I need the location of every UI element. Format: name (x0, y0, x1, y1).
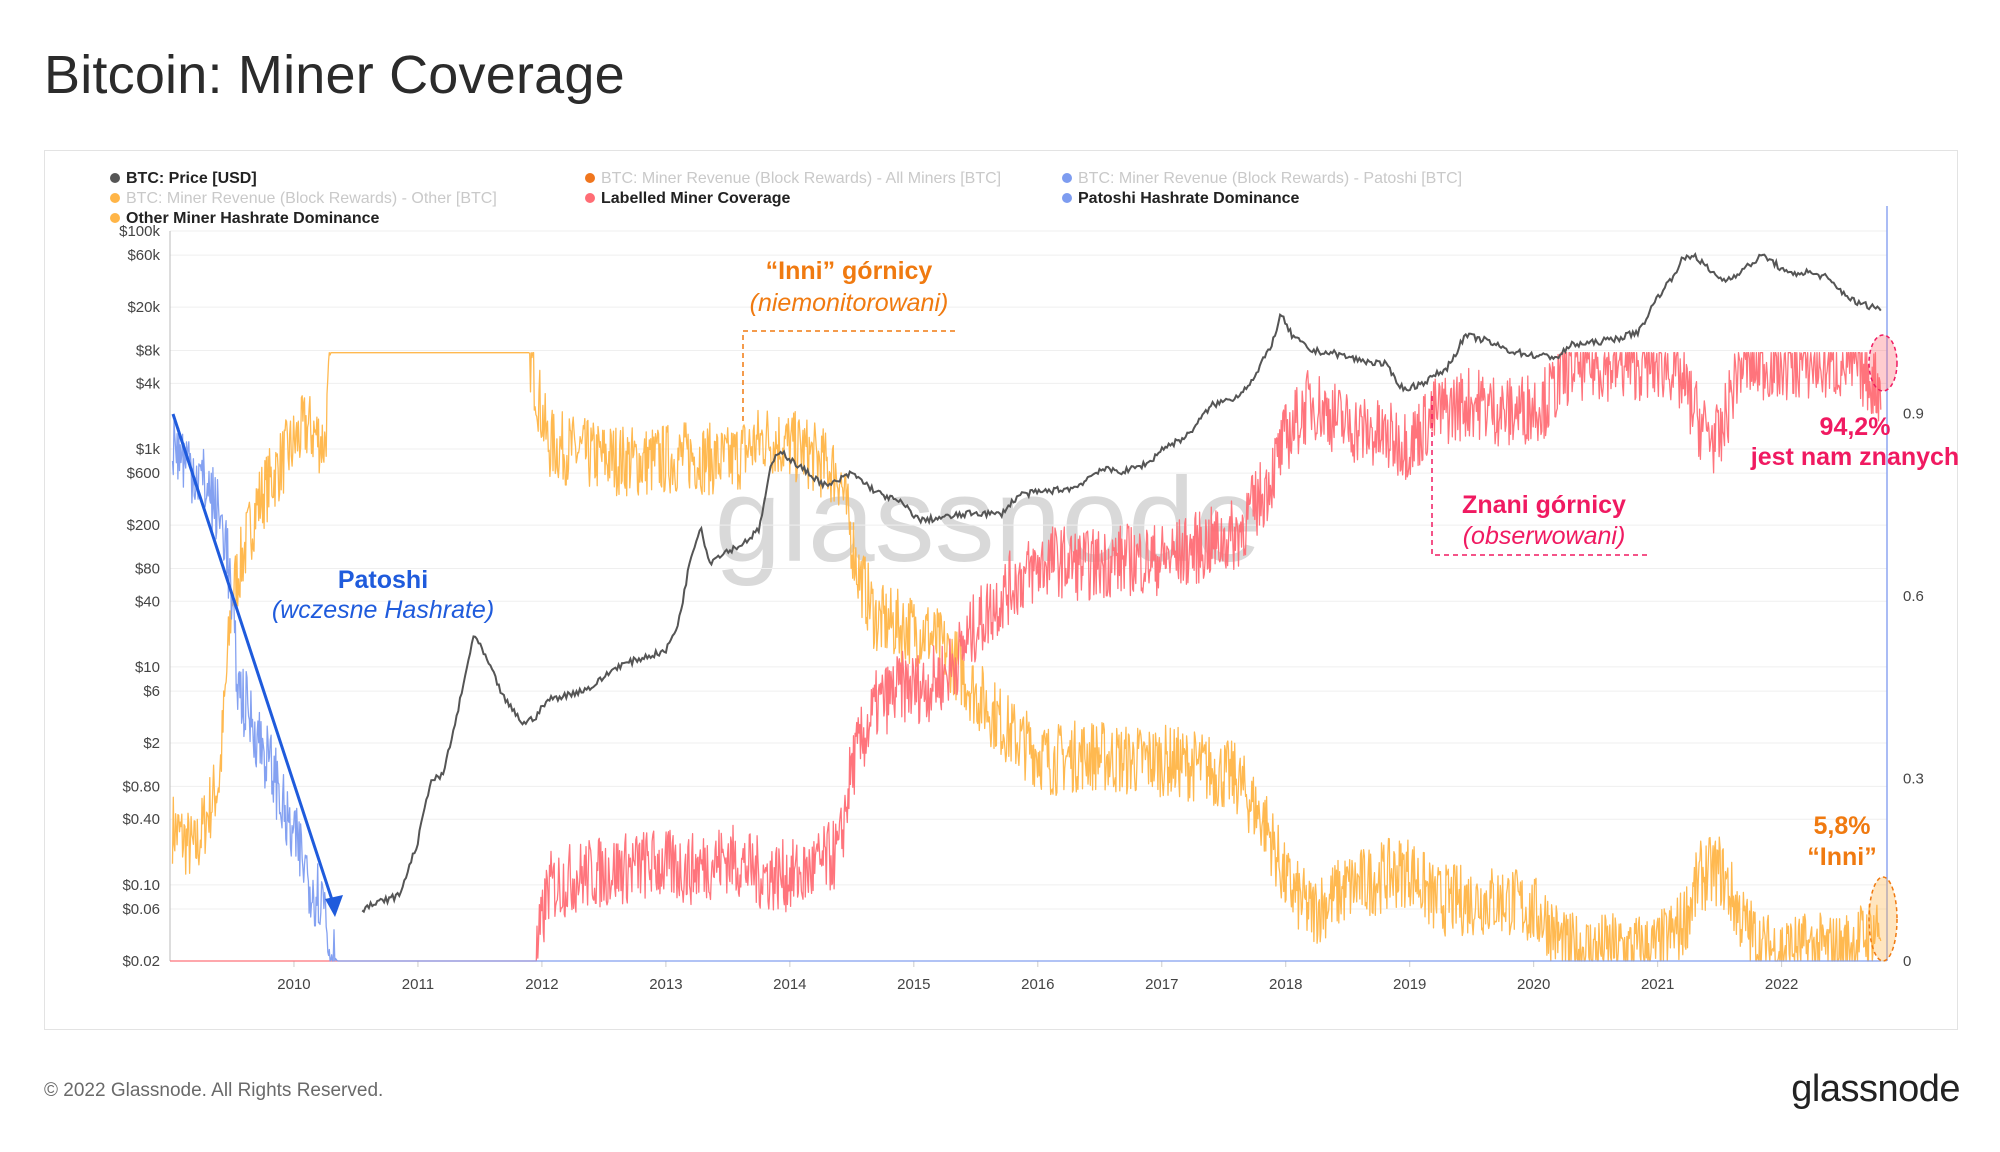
legend-label: BTC: Miner Revenue (Block Rewards) - Oth… (126, 190, 497, 207)
x-tick-label: 2016 (1021, 976, 1054, 993)
x-tick-label: 2019 (1393, 976, 1426, 993)
y-left-tick-label: $6 (143, 683, 160, 700)
y-left-tick-label: $8k (136, 343, 161, 360)
x-tick-label: 2012 (525, 976, 558, 993)
y-right-tick-label: 0.9 (1903, 406, 1924, 423)
chart-svg: glassnode 2010 2011 2012 2013 2014 2015 2016 20… (110, 170, 1959, 993)
footer-copyright: © 2022 Glassnode. All Rights Reserved. (44, 1080, 384, 1101)
x-tick-label: 2021 (1641, 976, 1674, 993)
annotations: Patoshi (wczesne Hashrate) “Inni” górnic… (171, 257, 1959, 962)
legend-swatch (585, 193, 595, 203)
legend-item-btc-miner-revenue-block-rewards-patoshi-btc[interactable]: BTC: Miner Revenue (Block Rewards) - Pat… (1062, 170, 1462, 187)
page-title: Bitcoin: Miner Coverage (44, 45, 625, 105)
legend-label: BTC: Price [USD] (126, 170, 257, 187)
legend-swatch (110, 193, 120, 203)
x-tick-label: 2011 (402, 976, 434, 993)
series-other-miner-hashrate-dominance (171, 352, 1882, 962)
y-left-tick-label: $0.80 (122, 778, 160, 795)
y-right-tick-label: 0.6 (1903, 588, 1924, 605)
x-tick-label: 2022 (1765, 976, 1798, 993)
others-percent-value: 5,8% (1814, 812, 1871, 840)
others-annotation-bracket (742, 330, 957, 421)
legend-item-btc-price-usd[interactable]: BTC: Price [USD] (110, 170, 257, 187)
legend-item-labelled-miner-coverage[interactable]: Labelled Miner Coverage (585, 190, 790, 207)
legend-item-patoshi-hashrate-dominance[interactable]: Patoshi Hashrate Dominance (1062, 190, 1300, 207)
patoshi-arrow-line (171, 413, 337, 910)
series-labelled-miner-coverage (170, 352, 1882, 962)
known-annotation-subtitle: (obserwowani) (1463, 522, 1626, 550)
y-left-tick-label: $60k (127, 247, 160, 264)
legend-label: Labelled Miner Coverage (601, 190, 790, 207)
chart-frame: glassnode 2010 2011 2012 2013 2014 2015 2016 20… (44, 150, 1959, 1030)
x-tick-label: 2010 (277, 976, 310, 993)
grid-lines (170, 230, 1887, 962)
y-left-tick-label: $40 (135, 593, 160, 610)
legend[interactable]: BTC: Price [USD] BTC: Miner Revenue (Bloc… (110, 170, 1462, 227)
y-left-tick-label: $2 (143, 735, 160, 752)
series-btc-price-usd (361, 251, 1882, 914)
legend-swatch (585, 173, 595, 183)
legend-label: Patoshi Hashrate Dominance (1078, 190, 1300, 207)
legend-label: BTC: Miner Revenue (Block Rewards) - All… (601, 170, 1001, 187)
legend-swatch (110, 173, 120, 183)
y-left-tick-label: $0.10 (122, 877, 160, 894)
y-left-tick-label: $1k (136, 441, 161, 458)
others-annotation-subtitle: (niemonitorowani) (750, 289, 949, 317)
y-left-tick-label: $0.02 (122, 953, 160, 970)
others-annotation-title: “Inni” górnicy (766, 257, 933, 285)
others-percent-label: “Inni” (1807, 843, 1876, 871)
x-tick-label: 2014 (773, 976, 806, 993)
y-left-tick-label: $0.06 (122, 901, 160, 918)
y-left-tick-label: $200 (127, 517, 160, 534)
known-highlight-ellipse (1868, 334, 1898, 392)
patoshi-annotation-subtitle: (wczesne Hashrate) (272, 596, 494, 624)
y-left-tick-label: $100k (119, 223, 160, 240)
others-highlight-ellipse (1868, 876, 1898, 962)
x-tick-label: 2015 (897, 976, 930, 993)
legend-item-other-miner-hashrate-dominance[interactable]: Other Miner Hashrate Dominance (110, 210, 380, 227)
patoshi-annotation-title: Patoshi (338, 566, 428, 594)
known-percent-value: 94,2% (1820, 413, 1891, 441)
legend-swatch (1062, 193, 1072, 203)
legend-item-btc-miner-revenue-block-rewards-all-miners-btc[interactable]: BTC: Miner Revenue (Block Rewards) - All… (585, 170, 1001, 187)
series-patoshi-hashrate-dominance (171, 419, 1881, 962)
x-tick-label: 2013 (649, 976, 682, 993)
x-tick-label: 2020 (1517, 976, 1550, 993)
x-tick-label: 2018 (1269, 976, 1302, 993)
footer-logo: glassnode (1791, 1068, 1960, 1110)
y-left-tick-label: $20k (127, 299, 160, 316)
legend-label: BTC: Miner Revenue (Block Rewards) - Pat… (1078, 170, 1462, 187)
y-left-tick-label: $600 (127, 465, 160, 482)
legend-swatch (110, 213, 120, 223)
y-right-tick-label: 0.3 (1903, 771, 1924, 788)
legend-swatch (1062, 173, 1072, 183)
y-left-axis: $100k $60k $20k $8k $4k $1k $600 $200 $80 $40 $10 $… (119, 223, 171, 970)
y-left-tick-label: $0.40 (122, 811, 160, 828)
known-percent-label: jest nam znanych (1750, 443, 1959, 471)
x-axis: 2010 2011 2012 2013 2014 2015 2016 2017 2018 2019… (170, 960, 1887, 993)
y-left-tick-label: $80 (135, 560, 160, 577)
x-tick-label: 2017 (1145, 976, 1178, 993)
y-left-tick-label: $4k (136, 375, 161, 392)
legend-item-btc-miner-revenue-block-rewards-other-btc[interactable]: BTC: Miner Revenue (Block Rewards) - Oth… (110, 190, 497, 207)
y-right-axis: 0 0.3 0.6 0.9 (1886, 206, 1924, 970)
legend-label: Other Miner Hashrate Dominance (126, 210, 380, 227)
known-annotation-title: Znani górnicy (1462, 491, 1626, 519)
y-right-tick-label: 0 (1903, 953, 1911, 970)
patoshi-arrow-head (325, 895, 343, 917)
series-layer (170, 251, 1882, 962)
y-left-tick-label: $10 (135, 659, 160, 676)
